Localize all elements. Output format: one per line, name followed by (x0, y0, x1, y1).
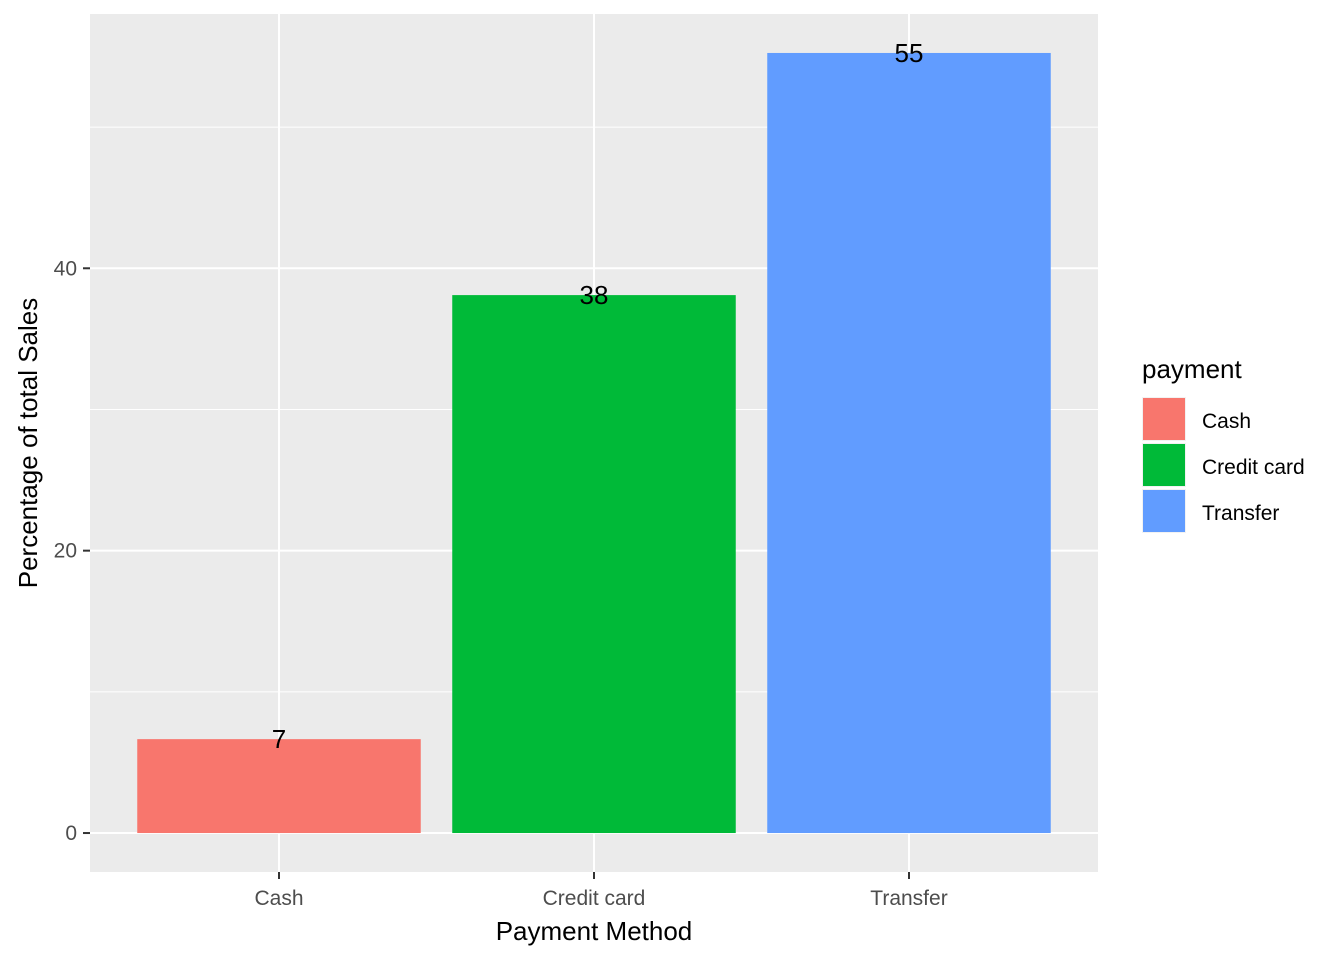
y-tick-label: 0 (65, 822, 77, 845)
x-tick-label: Transfer (870, 887, 947, 910)
legend-swatch (1143, 398, 1185, 440)
legend-title: payment (1142, 354, 1242, 384)
legend-swatch (1143, 444, 1185, 486)
data-label: 55 (895, 38, 924, 68)
y-axis: 0 20 40 (54, 257, 90, 845)
y-tick-label: 40 (54, 257, 77, 280)
legend-swatch (1143, 490, 1185, 532)
bar-cash (137, 739, 421, 834)
bar-credit-card (452, 295, 736, 834)
legend-label: Credit card (1202, 456, 1305, 479)
x-axis-title: Payment Method (496, 916, 693, 946)
data-labels: 7 38 55 (272, 38, 924, 754)
x-tick-label: Cash (254, 887, 303, 910)
data-label: 38 (580, 280, 609, 310)
x-axis: Cash Credit card Transfer (254, 872, 948, 910)
legend-label: Transfer (1202, 502, 1279, 525)
legend: payment Cash Credit card Transfer (1142, 354, 1305, 533)
data-label: 7 (272, 724, 286, 754)
x-tick-label: Credit card (543, 887, 646, 910)
legend-label: Cash (1202, 410, 1251, 433)
y-tick-label: 20 (54, 540, 77, 563)
y-axis-title: Percentage of total Sales (13, 298, 43, 589)
bar-transfer (767, 52, 1051, 834)
bars (137, 52, 1051, 834)
